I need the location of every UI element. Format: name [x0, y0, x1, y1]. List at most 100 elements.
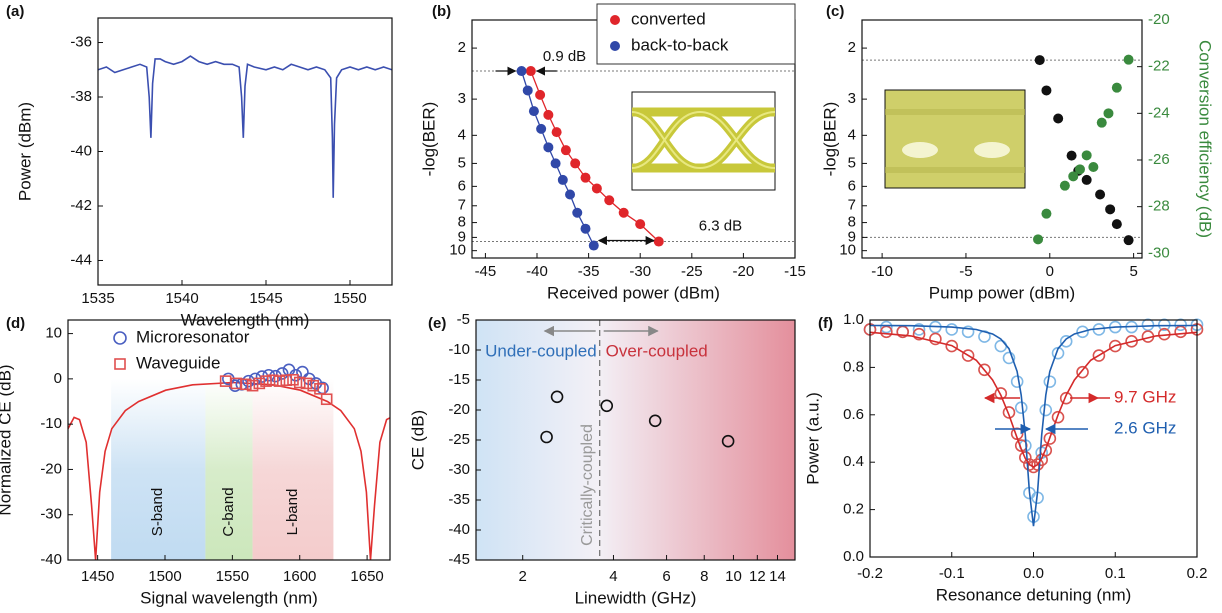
y-axis-label: Power (dBm) [15, 102, 34, 201]
y-tick-label: -38 [70, 88, 92, 105]
data-point [517, 66, 527, 76]
y-tick-label: -45 [448, 551, 470, 568]
data-point [1124, 55, 1134, 65]
x-tick-label: -0.2 [857, 565, 883, 582]
x-tick-label: 1545 [249, 290, 282, 307]
y-tick-label: -35 [448, 491, 470, 508]
y-tick-label: 2 [848, 39, 856, 56]
data-point [551, 158, 561, 168]
x-axis-label: Signal wavelength (nm) [140, 588, 318, 607]
data-point [1175, 326, 1186, 337]
x-tick-label: -30 [629, 263, 651, 280]
data-point [572, 208, 582, 218]
x-tick-label: -20 [733, 263, 755, 280]
data-point [619, 208, 629, 218]
data-point [1041, 209, 1051, 219]
data-point [1103, 108, 1113, 118]
x-tick-label: 1540 [165, 290, 198, 307]
y-tick-label: 0 [54, 370, 62, 387]
plot-frame [98, 18, 392, 285]
data-point [1097, 118, 1107, 128]
legend-label: converted [631, 9, 706, 28]
y-tick-label: 3 [458, 90, 466, 107]
legend-label: Waveguide [136, 353, 220, 372]
data-point [654, 237, 664, 247]
data-point [995, 341, 1006, 352]
y-axis-label: -log(BER) [820, 102, 839, 177]
data-point [529, 106, 539, 116]
legend-marker [610, 41, 620, 51]
y-axis-label: CE (dB) [408, 410, 427, 470]
data-point [1044, 376, 1055, 387]
data-point [543, 142, 553, 152]
x-tick-label: 1500 [148, 568, 181, 585]
y-tick-label: 0.0 [843, 548, 864, 565]
x-tick-label: -5 [959, 263, 972, 280]
panel-label: (c) [826, 3, 844, 20]
data-point [1040, 405, 1051, 416]
panel-label: (d) [6, 315, 25, 332]
y-tick-label: 1.0 [843, 311, 864, 328]
y-tick-label: 4 [848, 126, 856, 143]
data-point [526, 66, 536, 76]
y-tick-label: 6 [848, 177, 856, 194]
x-axis-label: Linewidth (GHz) [575, 588, 697, 607]
data-point [1124, 235, 1134, 245]
y2-tick-label: -26 [1148, 151, 1170, 168]
series-line [98, 56, 392, 198]
data-point [592, 183, 602, 193]
data-point [561, 145, 571, 155]
x-tick-label: 10 [725, 568, 742, 585]
y-tick-label: -40 [40, 551, 62, 568]
y-tick-label: -15 [448, 371, 470, 388]
data-point [1075, 164, 1085, 174]
panel-label: (b) [432, 3, 451, 20]
data-point [565, 189, 575, 199]
data-point [570, 158, 580, 168]
threshold-label: Critically-coupled [579, 424, 596, 546]
eye-inset-b [632, 92, 775, 190]
y2-tick-label: -22 [1148, 58, 1170, 75]
x-tick-label: 14 [769, 568, 786, 585]
data-point [1053, 114, 1063, 124]
y-tick-label: -20 [448, 401, 470, 418]
panel-label: (f) [818, 315, 833, 332]
y-tick-label: 0.8 [843, 358, 864, 375]
data-point [1095, 189, 1105, 199]
eye-inset-c [885, 90, 1025, 188]
y-tick-label: 10 [45, 325, 62, 342]
x-tick-label: 1600 [283, 568, 316, 585]
data-point [1088, 162, 1098, 172]
x-axis-label: Resonance detuning (nm) [936, 585, 1132, 604]
y-axis-label: -log(BER) [419, 102, 438, 177]
data-point [635, 219, 645, 229]
data-point [946, 324, 957, 335]
x-tick-label: 4 [609, 568, 617, 585]
y2-tick-label: -24 [1148, 104, 1170, 121]
data-point [1033, 234, 1043, 244]
x-tick-label: 12 [749, 568, 766, 585]
y-tick-label: 7 [848, 197, 856, 214]
region-label: Over-coupled [606, 341, 708, 360]
band-label: C-band [220, 487, 237, 536]
data-point [1112, 219, 1122, 229]
x-tick-label: -35 [578, 263, 600, 280]
y-tick-label: -30 [448, 461, 470, 478]
y-tick-label: -30 [40, 506, 62, 523]
x-tick-label: -45 [475, 263, 497, 280]
data-point [1016, 402, 1027, 413]
y-tick-label: 5 [848, 154, 856, 171]
data-point [1060, 181, 1070, 191]
data-point [1041, 85, 1051, 95]
x-tick-label: 1535 [81, 290, 114, 307]
panel-label: (a) [6, 3, 24, 20]
y-tick-label: 0.6 [843, 406, 864, 423]
x-tick-label: 1650 [350, 568, 383, 585]
y-tick-label: -40 [70, 142, 92, 159]
region-label: Under-coupled [485, 341, 597, 360]
data-point [536, 124, 546, 134]
data-point [558, 175, 568, 185]
data-point [1105, 204, 1115, 214]
y-tick-label: 3 [848, 90, 856, 107]
y-tick-label: 10 [449, 242, 466, 259]
